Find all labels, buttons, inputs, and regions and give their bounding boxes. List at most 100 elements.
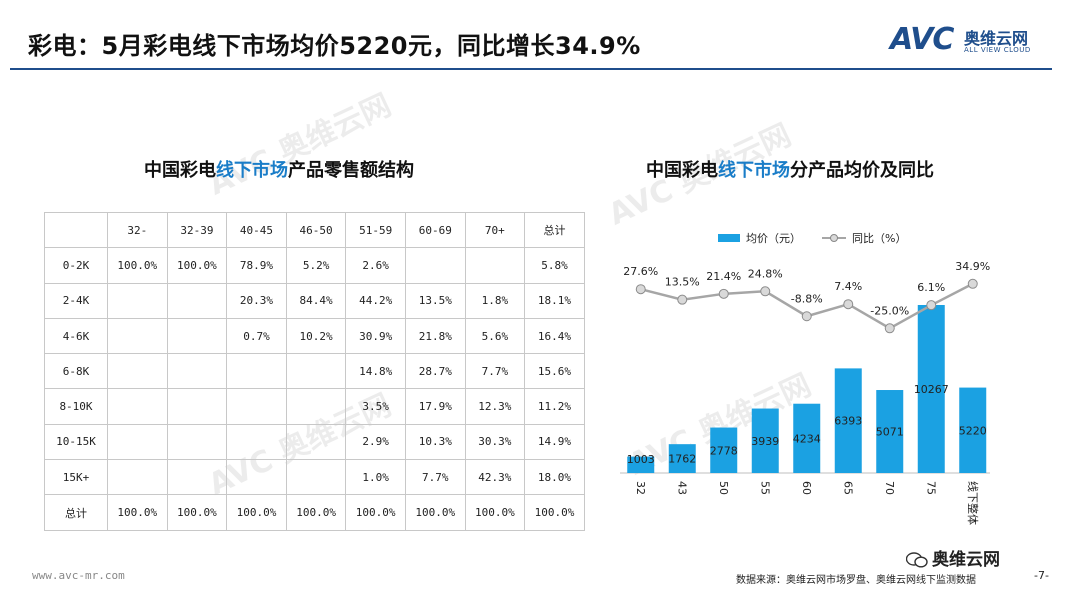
column-header: 60-69 — [404, 211, 466, 249]
footer-url[interactable]: www.avc-mr.com — [32, 569, 125, 582]
wechat-icon — [906, 552, 928, 568]
yoy-point — [967, 278, 978, 289]
yoy-point — [801, 311, 812, 322]
x-tick-label: 55 — [758, 481, 771, 495]
table-cell — [285, 353, 347, 390]
yoy-value-label: 27.6% — [623, 265, 658, 278]
column-header: 总计 — [524, 211, 585, 249]
column-header: 46-50 — [285, 211, 347, 249]
x-tick-label: 70 — [883, 481, 896, 495]
yoy-value-label: -8.8% — [791, 292, 823, 305]
table-cell — [226, 423, 287, 461]
bar — [834, 368, 862, 473]
table-cell: 100.0% — [285, 494, 347, 531]
table-cell — [226, 459, 287, 496]
table-header-row: 32- 32-39 40-45 46-50 51-59 60-69 70+ 总计 — [44, 211, 585, 249]
bar-value-label: 3939 — [751, 435, 779, 448]
column-header: 70+ — [464, 211, 526, 249]
bar-value-label: 6393 — [834, 415, 862, 428]
logo-name-en: ALL VIEW CLOUD — [964, 46, 1031, 54]
table-cell: 10.3% — [404, 423, 466, 461]
table-cell: 100.0% — [404, 494, 466, 531]
table-cell: 13.5% — [404, 282, 466, 319]
x-tick-label: 65 — [841, 481, 854, 495]
bar — [876, 390, 904, 473]
yoy-value-label: 21.4% — [706, 270, 741, 283]
table-cell — [404, 247, 466, 284]
table-cell: 18.0% — [524, 459, 585, 496]
table-row: 10-15K 2.9% 10.3% 30.3% 14.9% — [44, 423, 585, 461]
table-row: 8-10K 3.5% 17.9% 12.3% 11.2% — [44, 388, 585, 425]
yoy-point — [677, 294, 688, 305]
row-label: 15K+ — [44, 459, 108, 496]
bar — [627, 456, 655, 473]
retail-mix-table: 32- 32-39 40-45 46-50 51-59 60-69 70+ 总计 0-2K 100… — [44, 211, 585, 531]
table-cell — [107, 459, 168, 496]
table-cell: 16.4% — [524, 317, 585, 355]
row-label: 6-8K — [44, 353, 108, 390]
table-cell: 10.2% — [285, 317, 347, 355]
table-cell: 20.3% — [226, 282, 287, 319]
row-label: 10-15K — [44, 423, 108, 461]
table-cell: 12.3% — [464, 388, 526, 425]
x-tick-label: 线下整体 — [966, 481, 980, 525]
logo-name-cn: 奥维云网 — [964, 29, 1029, 48]
x-tick-label: 75 — [924, 481, 937, 495]
column-header: 40-45 — [226, 211, 287, 249]
bar — [793, 403, 821, 473]
table-cell — [107, 317, 168, 355]
page-number: -7- — [1034, 569, 1049, 582]
table-cell: 100.0% — [226, 494, 287, 531]
bar — [751, 408, 779, 473]
bar-value-label: 5071 — [876, 426, 904, 439]
x-tick-label: 50 — [717, 481, 730, 495]
yoy-value-label: 13.5% — [665, 276, 700, 289]
table-row: 6-8K 14.8% 28.7% 7.7% 15.6% — [44, 353, 585, 390]
table-cell: 15.6% — [524, 353, 585, 390]
table-cell — [285, 388, 347, 425]
table-cell — [166, 282, 228, 319]
table-cell: 100.0% — [166, 494, 228, 531]
table-cell: 21.8% — [404, 317, 466, 355]
table-cell: 30.3% — [464, 423, 526, 461]
table-cell: 14.8% — [345, 353, 406, 390]
table-cell: 5.8% — [524, 247, 585, 284]
table-cell: 5.6% — [464, 317, 526, 355]
x-tick-label: 32 — [634, 481, 647, 495]
bar — [959, 387, 987, 473]
table-cell: 11.2% — [524, 388, 585, 425]
table-cell: 2.9% — [345, 423, 406, 461]
table-cell: 100.0% — [107, 247, 168, 284]
column-header: 32- — [107, 211, 168, 249]
table-cell: 100.0% — [166, 247, 228, 284]
x-tick-label: 43 — [675, 481, 688, 495]
yoy-point — [760, 286, 771, 297]
table-cell — [464, 247, 526, 284]
table-cell: 44.2% — [345, 282, 406, 319]
table-cell: 0.7% — [226, 317, 287, 355]
header: 彩电：5月彩电线下市场均价5220元，同比增长34.9% AVC 奥维云网 AL… — [0, 0, 1080, 70]
row-label: 总计 — [44, 494, 108, 531]
yoy-point — [843, 299, 854, 310]
x-tick-label: 60 — [800, 481, 813, 495]
yoy-point — [884, 323, 895, 334]
table-cell: 3.5% — [345, 388, 406, 425]
legend-bar-label: 均价（元） — [746, 232, 801, 245]
table-cell: 78.9% — [226, 247, 287, 284]
legend-line-marker — [830, 234, 838, 242]
table-cell: 1.0% — [345, 459, 406, 496]
column-header: 32-39 — [166, 211, 228, 249]
avc-logo: AVC 奥维云网 ALL VIEW CLOUD — [890, 22, 1060, 62]
table-cell: 7.7% — [404, 459, 466, 496]
row-label: 2-4K — [44, 282, 108, 319]
table-cell: 84.4% — [285, 282, 347, 319]
bar-value-label: 4234 — [793, 432, 821, 445]
table-cell: 18.1% — [524, 282, 585, 319]
table-cell: 100.0% — [345, 494, 406, 531]
table-cell: 7.7% — [464, 353, 526, 390]
table-cell — [166, 317, 228, 355]
table-title: 中国彩电线下市场产品零售额结构 — [144, 160, 414, 181]
table-cell: 100.0% — [524, 494, 585, 531]
table-cell: 42.3% — [464, 459, 526, 496]
table-cell — [285, 459, 347, 496]
